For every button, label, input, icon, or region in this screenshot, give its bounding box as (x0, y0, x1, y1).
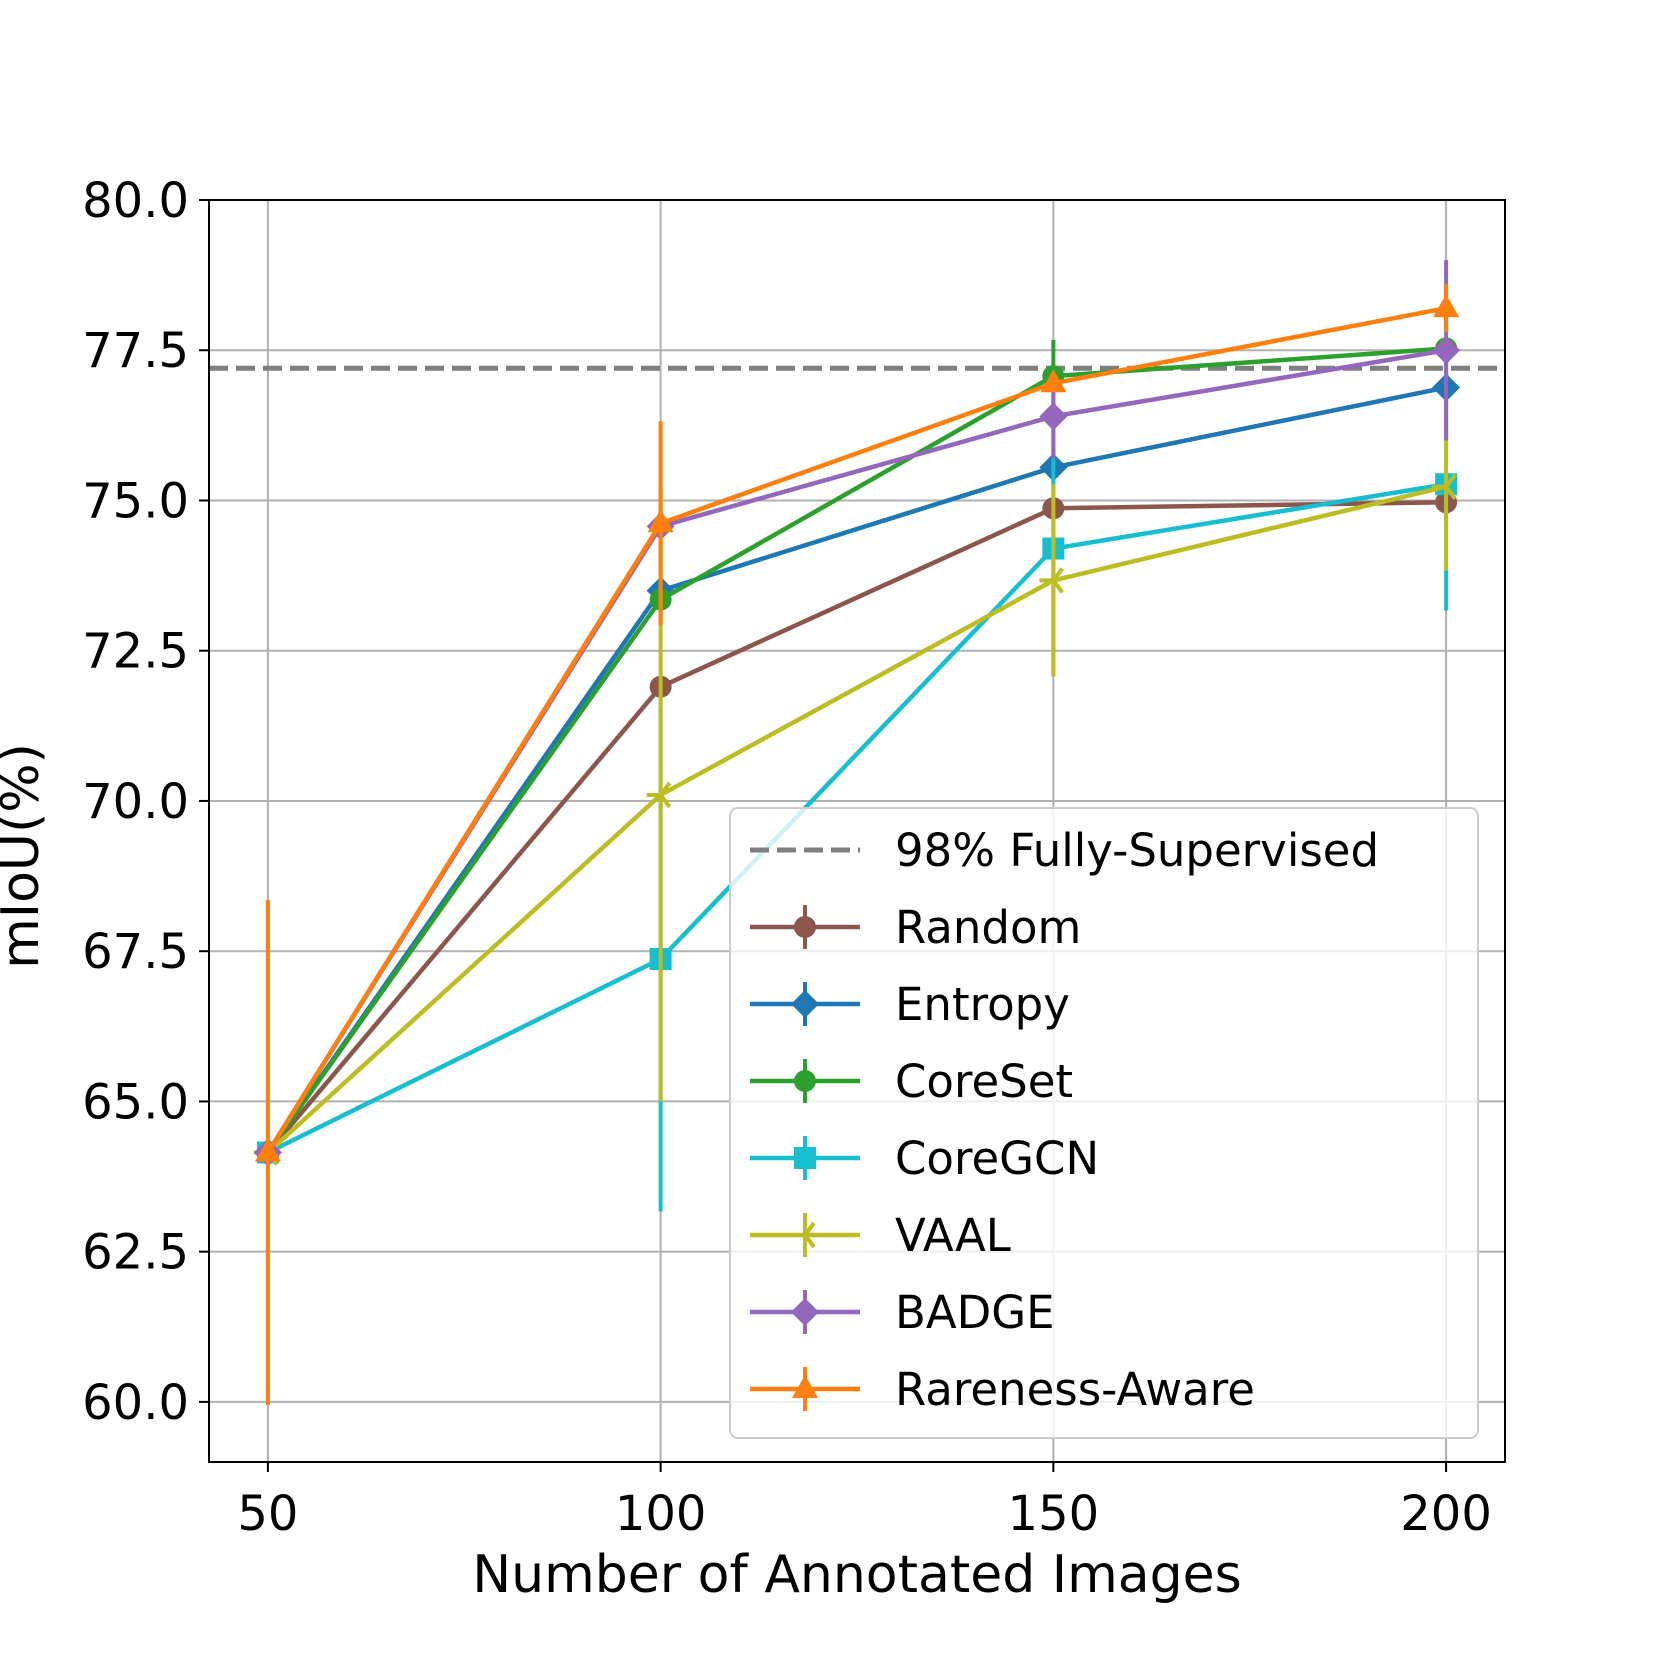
x-tick-label: 100 (615, 1486, 707, 1542)
legend-marker (794, 1070, 816, 1092)
x-tick-label: 150 (1008, 1486, 1100, 1542)
legend-label: Entropy (895, 978, 1070, 1031)
legend-marker (792, 1375, 818, 1398)
series-rareness-aware (254, 284, 1460, 1405)
data-point-stroke (1444, 485, 1457, 500)
x-axis-label: Number of Annotated Images (472, 1545, 1242, 1605)
legend-item-random: Random (750, 901, 1081, 954)
legend-label: 98% Fully-Supervised (895, 824, 1379, 877)
y-tick-label: 75.0 (82, 473, 189, 529)
legend-label: BADGE (895, 1286, 1055, 1339)
y-tick-label: 72.5 (82, 624, 189, 680)
y-axis-label: mIoU(%) (0, 743, 51, 969)
y-tick-label: 67.5 (82, 924, 189, 980)
legend-box (729, 807, 1479, 1439)
data-point (254, 1138, 281, 1162)
data-point (1432, 336, 1461, 365)
legend: 98% Fully-Supervised Random Entropy CoreSet… (729, 807, 1479, 1439)
series-group (253, 260, 1461, 1405)
legend-label: CoreGCN (895, 1132, 1099, 1185)
legend-marker-stroke (803, 1221, 816, 1237)
data-point (1040, 369, 1067, 393)
y-tick-label: 65.0 (82, 1074, 189, 1130)
series-line (266, 385, 1447, 1154)
legend-marker (794, 1147, 816, 1169)
legend-marker (794, 916, 816, 938)
y-tick-label: 70.0 (82, 774, 189, 830)
plot-frame (208, 199, 1506, 1463)
series-line (266, 305, 1447, 1154)
legend-marker-stroke (803, 1233, 816, 1249)
legend-item-98-fully-supervised: 98% Fully-Supervised (750, 824, 1379, 877)
series-line (266, 346, 1447, 1154)
legend-item-rareness-aware: Rareness-Aware (750, 1363, 1255, 1416)
data-point (646, 781, 672, 809)
legend-label: VAAL (895, 1209, 1011, 1262)
y-tick-label: 77.5 (82, 323, 189, 379)
data-point (1039, 567, 1064, 594)
ticks: 50 100 150 200 60.0 62.5 65.0 67.5 70.0 72.5 75.0 7… (82, 173, 1492, 1542)
legend-label: Rareness-Aware (895, 1363, 1255, 1416)
series-line (266, 482, 1447, 1155)
data-point-stroke (1051, 567, 1064, 582)
y-tick-label: 80.0 (82, 173, 189, 229)
series-line (266, 500, 1447, 1154)
legend-marker (791, 1298, 819, 1326)
legend-marker (791, 990, 819, 1018)
legend-item-entropy: Entropy (750, 978, 1070, 1031)
legend-label: Random (895, 901, 1081, 954)
data-point (1039, 402, 1068, 431)
data-point-stroke (1051, 579, 1064, 594)
legend-marker (791, 1221, 816, 1249)
data-point (647, 509, 674, 533)
data-point-stroke (659, 793, 672, 809)
data-point (1433, 294, 1460, 318)
legend-item-badge: BADGE (750, 1286, 1055, 1339)
x-tick-label: 200 (1400, 1486, 1492, 1542)
y-tick-label: 60.0 (82, 1375, 189, 1431)
data-point (1432, 473, 1457, 500)
x-tick-label: 50 (237, 1486, 298, 1542)
legend-item-vaal: VAAL (750, 1209, 1011, 1262)
y-tick-label: 62.5 (82, 1225, 189, 1281)
legend-label: CoreSet (895, 1055, 1073, 1108)
legend-item-coregcn: CoreGCN (750, 1132, 1099, 1185)
data-point-stroke (1444, 473, 1457, 488)
series-line (266, 484, 1447, 1155)
legend-item-coreset: CoreSet (750, 1055, 1073, 1108)
data-point-stroke (659, 781, 672, 797)
